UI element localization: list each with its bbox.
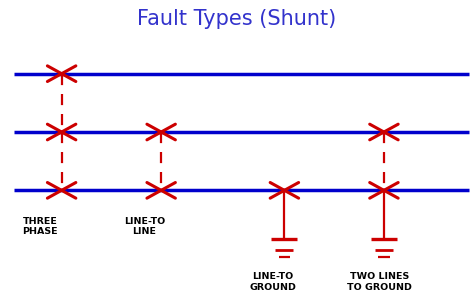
Text: TWO LINES
TO GROUND: TWO LINES TO GROUND: [347, 272, 411, 292]
Text: LINE-TO
LINE: LINE-TO LINE: [124, 217, 165, 236]
Text: Fault Types (Shunt): Fault Types (Shunt): [137, 9, 337, 29]
Text: THREE
PHASE: THREE PHASE: [22, 217, 58, 236]
Text: LINE-TO
GROUND: LINE-TO GROUND: [249, 272, 296, 292]
